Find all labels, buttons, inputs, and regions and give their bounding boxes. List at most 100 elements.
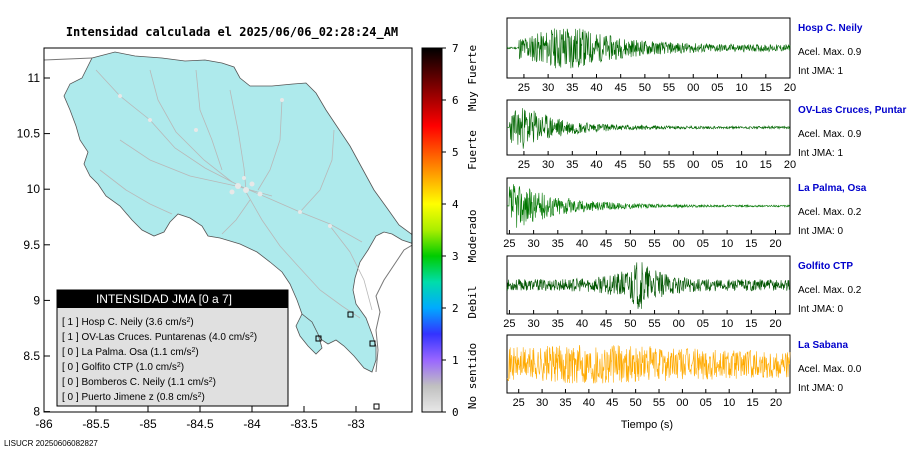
- waveform-x-tick-label: 45: [615, 159, 627, 171]
- waveform-x-tick-label: 40: [590, 82, 602, 94]
- waveform-x-tick-label: 00: [687, 82, 699, 94]
- waveform-x-tick-label: 45: [600, 238, 612, 250]
- waveform-x-tick-label: 25: [513, 397, 525, 409]
- station-accel-max: Acel. Max. 0.0: [798, 364, 862, 375]
- legend-item: [ 1 ] OV-Las Cruces. Puntarenas (4.0 cm/…: [62, 332, 257, 344]
- waveform-x-tick-label: 55: [648, 318, 660, 330]
- legend-item-name: La Palma. Osa (: [81, 347, 154, 358]
- waveform-trace: [506, 108, 791, 149]
- waveform-x-tick-label: 10: [721, 238, 733, 250]
- nicaragua-border: [44, 57, 93, 61]
- station-name: Golfito CTP: [798, 261, 853, 272]
- waveform-x-tick-label: 50: [639, 159, 651, 171]
- station-name: La Sabana: [798, 340, 848, 351]
- waveform-x-tick-label: 20: [784, 159, 796, 171]
- colorbar-tick-label: 2: [452, 302, 459, 315]
- legend-item-accel: 4.0: [212, 332, 226, 343]
- colorbar-intensity-label: Fuerte: [466, 130, 479, 170]
- waveform-x-tick-label: 35: [552, 318, 564, 330]
- waveform-x-tick-label: 55: [653, 397, 665, 409]
- legend-item-accel: 0.8: [160, 392, 174, 403]
- legend-item-level: [ 1 ]: [62, 332, 81, 343]
- map-x-tick-label: -85: [139, 417, 157, 431]
- waveform-x-tick-label: 25: [503, 238, 515, 250]
- map-x-tick-label: -85.5: [82, 417, 110, 431]
- waveform-trace: [507, 184, 791, 228]
- legend-item-level: [ 0 ]: [62, 377, 81, 388]
- colorbar-tick-label: 6: [452, 94, 459, 107]
- costa-rica-landmass: [63, 51, 412, 373]
- map-x-tick-label: -83.5: [290, 417, 318, 431]
- waveform-x-tick-label: 05: [697, 238, 709, 250]
- waveform-panel: 25 30 35 40 45 50 55 00 05 10 15 20 La Sabana Acel. M…: [506, 334, 862, 409]
- legend-item-name: OV-Las Cruces. Puntarenas (: [81, 332, 212, 343]
- station-jma-intensity: Int JMA: 0: [798, 304, 843, 315]
- legend-item-accel: 1.1: [171, 377, 185, 388]
- map-y-tick-label: 8.5: [23, 349, 40, 363]
- colorbar-tick-label: 1: [452, 354, 459, 367]
- station-accel-max: Acel. Max. 0.2: [798, 285, 862, 296]
- waveform-x-tick-label: 50: [624, 318, 636, 330]
- waveform-x-tick-label: 50: [624, 238, 636, 250]
- station-jma-intensity: Int JMA: 0: [798, 383, 843, 394]
- map-y-tick-label: 11: [28, 71, 41, 85]
- waveform-panel: 25 30 35 40 45 50 55 00 05 10 15 20 Golfito CTP Acel.…: [503, 255, 862, 330]
- station-name: OV-Las Cruces, Puntar: [798, 105, 906, 116]
- town-dots: [118, 94, 332, 228]
- legend-item-accel: 1.1: [154, 347, 168, 358]
- legend-item-name: Bomberos C. Neily (: [81, 377, 171, 388]
- colorbar-intensity-label: Muy Fuerte: [466, 45, 479, 111]
- legend-item: [ 0 ] Puerto Jimene z (0.8 cm/s2): [62, 392, 205, 404]
- station-markers: [315, 311, 380, 410]
- waveform-x-tick-label: 15: [745, 238, 757, 250]
- waveform-x-tick-label: 25: [503, 318, 515, 330]
- station-name: Hosp C. Neily: [798, 23, 863, 34]
- map-x-tick-label: -86: [35, 417, 53, 431]
- map-frame: [43, 47, 413, 413]
- waveform-x-tick-label: 30: [542, 82, 554, 94]
- waveform-panels: 25 30 35 40 45 50 55 00 05 10 15 20 Hosp C. Neily Ace…: [503, 17, 906, 409]
- waveform-x-tick-label: 15: [760, 82, 772, 94]
- colorbar-tick-label: 5: [452, 146, 459, 159]
- waveform-panel: 25 30 35 40 45 50 55 00 05 10 15 20 La Palma, Osa Ace…: [503, 177, 867, 250]
- station-jma-intensity: Int JMA: 1: [798, 148, 843, 159]
- colorbar-tick-label: 0: [452, 406, 459, 419]
- legend-item-name: Puerto Jimene z (: [81, 392, 160, 403]
- waveform-x-tick-label: 55: [648, 238, 660, 250]
- legend-item-level: [ 0 ]: [62, 392, 81, 403]
- roads: [95, 69, 373, 319]
- waveform-x-tick-label: 15: [760, 159, 772, 171]
- map-y-tick-label: 9.5: [23, 238, 40, 252]
- waveform-x-tick-label: 45: [600, 318, 612, 330]
- waveform-x-tick-label: 35: [566, 82, 578, 94]
- legend-item-level: [ 0 ]: [62, 347, 81, 358]
- footer-label: LISUCR 20250606082827: [4, 439, 98, 448]
- legend-box: [56, 289, 289, 407]
- waveform-x-tick-label: 55: [663, 159, 675, 171]
- map-y-tick-label: 10: [27, 182, 41, 196]
- station-jma-intensity: Int JMA: 0: [798, 226, 843, 237]
- waveform-x-tick-label: 10: [735, 82, 747, 94]
- waveform-x-tick-label: 10: [723, 397, 735, 409]
- colorbar-tick-label: 7: [452, 42, 459, 55]
- colorbar-tick-label: 3: [452, 250, 459, 263]
- colorbar-intensity-label: Debil: [466, 285, 479, 318]
- map-y-tick-label: 8: [33, 405, 40, 419]
- waveform-x-tick-label: 05: [700, 397, 712, 409]
- map-x-tick-label: -84.5: [186, 417, 214, 431]
- waveform-x-tick-label: 35: [559, 397, 571, 409]
- station-accel-max: Acel. Max. 0.9: [798, 47, 862, 58]
- map-x-tick-label: -83: [347, 417, 365, 431]
- peninsula-osa: [295, 313, 323, 355]
- waveform-x-tick-label: 50: [639, 82, 651, 94]
- station-accel-max: Acel. Max. 0.9: [798, 129, 862, 140]
- waveform-x-tick-label: 15: [745, 318, 757, 330]
- map-y-tick-label: 10.5: [17, 127, 41, 141]
- waveform-x-tick-label: 30: [542, 159, 554, 171]
- legend-item-level: [ 0 ]: [62, 362, 81, 373]
- waveform-x-tick-label: 25: [518, 159, 530, 171]
- legend-item: [ 0 ] Bomberos C. Neily (1.1 cm/s2): [62, 377, 216, 389]
- station-name: La Palma, Osa: [798, 183, 867, 194]
- map-title: Intensidad calculada el 2025/06/06_02:28…: [66, 25, 398, 40]
- legend-items: [ 1 ] Hosp C. Neily (3.6 cm/s2)[ 1 ] OV-…: [62, 317, 257, 404]
